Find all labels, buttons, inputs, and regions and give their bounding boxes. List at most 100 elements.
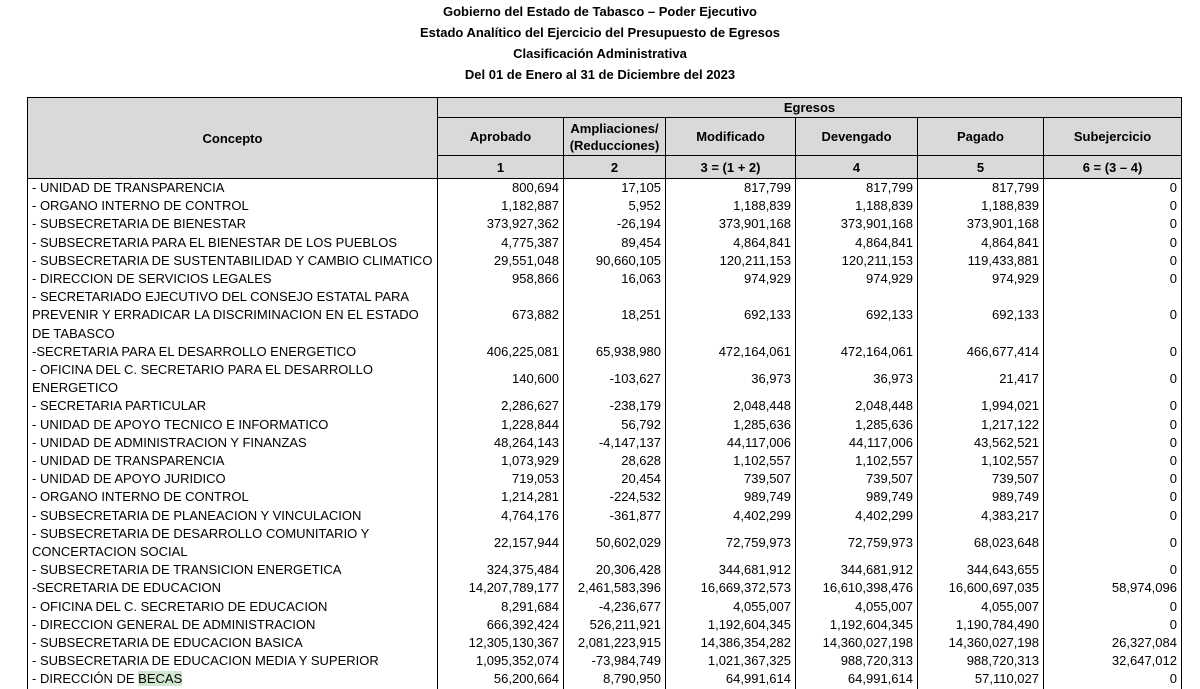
cell-value-col-2: -224,532 [563, 488, 666, 507]
cell-value-col-1: 14,207,789,177 [437, 579, 564, 598]
cell-value-col-6: 0 [1043, 342, 1182, 362]
table-row: - DIRECCION GENERAL DE ADMINISTRACION 666… [27, 615, 1182, 635]
cell-value-col-3: 36,973 [665, 361, 796, 398]
table-row: - SUBSECRETARIA PARA EL BIENESTAR DE LOS… [27, 233, 1182, 252]
highlighted-word: BECAS [138, 671, 183, 687]
cell-value-col-3: 472,164,061 [665, 342, 796, 362]
cell-concepto: - SUBSECRETARIA DE EDUCACION MEDIA Y SUP… [27, 652, 438, 671]
cell-value-col-6: 0 [1043, 433, 1182, 453]
cell-value-col-2: -4,147,137 [563, 433, 666, 453]
cell-value-col-3: 739,507 [665, 470, 796, 489]
cell-value-col-6: 0 [1043, 270, 1182, 289]
cell-value-col-4: 1,188,839 [795, 197, 918, 216]
header-aprobado: Aprobado [437, 117, 564, 156]
cell-value-col-2: -4,236,677 [563, 597, 666, 616]
cell-value-col-5: 43,562,521 [917, 433, 1044, 453]
cell-value-col-4: 16,610,398,476 [795, 579, 918, 598]
cell-value-col-3: 974,929 [665, 270, 796, 289]
cell-value-col-1: 48,264,143 [437, 433, 564, 453]
cell-value-col-1: 22,157,944 [437, 524, 564, 562]
cell-value-col-4: 36,973 [795, 361, 918, 398]
cell-value-col-5: 4,383,217 [917, 506, 1044, 525]
cell-value-col-4: 120,211,153 [795, 251, 918, 271]
cell-value-col-6: 0 [1043, 615, 1182, 635]
cell-value-col-5: 14,360,027,198 [917, 634, 1044, 653]
cell-value-col-5: 692,133 [917, 288, 1044, 343]
cell-value-col-6: 0 [1043, 452, 1182, 471]
header-num-1: 1 [437, 155, 564, 179]
cell-value-col-5: 1,188,839 [917, 197, 1044, 216]
report-titles: Gobierno del Estado de Tabasco – Poder E… [0, 0, 1200, 85]
cell-value-col-4: 817,799 [795, 178, 918, 198]
cell-value-col-6: 0 [1043, 415, 1182, 434]
cell-value-col-1: 673,882 [437, 288, 564, 343]
cell-concepto: -SECRETARIA DE EDUCACION [27, 579, 438, 598]
cell-value-col-1: 1,073,929 [437, 452, 564, 471]
cell-concepto: - SUBSECRETARIA DE BIENESTAR [27, 215, 438, 234]
cell-value-col-6: 0 [1043, 506, 1182, 525]
cell-value-col-4: 4,055,007 [795, 597, 918, 616]
table-row: - OFICINA DEL C. SECRETARIO PARA EL DESA… [27, 361, 1182, 398]
cell-value-col-5: 466,677,414 [917, 342, 1044, 362]
cell-value-col-5: 1,217,122 [917, 415, 1044, 434]
cell-value-col-4: 44,117,006 [795, 433, 918, 453]
cell-value-col-6: 0 [1043, 488, 1182, 507]
cell-value-col-4: 739,507 [795, 470, 918, 489]
cell-value-col-1: 958,866 [437, 270, 564, 289]
cell-value-col-2: -361,877 [563, 506, 666, 525]
table-row: - SUBSECRETARIA DE PLANEACION Y VINCULAC… [27, 506, 1182, 525]
table-row: - SUBSECRETARIA DE EDUCACION BASICA 12,30… [27, 634, 1182, 653]
cell-concepto: - SUBSECRETARIA PARA EL BIENESTAR DE LOS… [27, 233, 438, 252]
cell-value-col-3: 72,759,973 [665, 524, 796, 562]
cell-value-col-6: 0 [1043, 524, 1182, 562]
budget-table: Concepto Egresos Aprobado Ampliaciones/ … [27, 97, 1182, 689]
table-row: - UNIDAD DE TRANSPARENCIA 1,073,929 28,628… [27, 452, 1182, 471]
cell-value-col-1: 8,291,684 [437, 597, 564, 616]
report-title-4: Del 01 de Enero al 31 de Diciembre del 2… [464, 67, 736, 82]
report-title-3: Clasificación Administrativa [513, 46, 687, 61]
cell-concepto: - OFICINA DEL C. SECRETARIO PARA EL DESA… [27, 361, 438, 398]
cell-value-col-5: 989,749 [917, 488, 1044, 507]
cell-value-col-3: 989,749 [665, 488, 796, 507]
cell-value-col-5: 1,190,784,490 [917, 615, 1044, 635]
cell-concepto: - ORGANO INTERNO DE CONTROL [27, 197, 438, 216]
cell-value-col-1: 666,392,424 [437, 615, 564, 635]
cell-value-col-6: 0 [1043, 361, 1182, 398]
cell-value-col-3: 692,133 [665, 288, 796, 343]
cell-value-col-6: 0 [1043, 233, 1182, 252]
cell-value-col-6: 0 [1043, 670, 1182, 689]
cell-value-col-1: 29,551,048 [437, 251, 564, 271]
cell-value-col-3: 64,991,614 [665, 670, 796, 689]
cell-value-col-3: 16,669,372,573 [665, 579, 796, 598]
cell-value-col-1: 324,375,484 [437, 561, 564, 580]
cell-value-col-4: 64,991,614 [795, 670, 918, 689]
cell-value-col-1: 1,228,844 [437, 415, 564, 434]
cell-value-col-2: -103,627 [563, 361, 666, 398]
cell-value-col-2: 28,628 [563, 452, 666, 471]
cell-value-col-6: 0 [1043, 470, 1182, 489]
cell-concepto: - UNIDAD DE ADMINISTRACION Y FINANZAS [27, 433, 438, 453]
cell-value-col-4: 14,360,027,198 [795, 634, 918, 653]
cell-concepto: - UNIDAD DE TRANSPARENCIA [27, 178, 438, 198]
cell-value-col-2: 56,792 [563, 415, 666, 434]
cell-value-col-5: 1,994,021 [917, 397, 1044, 416]
cell-value-col-3: 4,402,299 [665, 506, 796, 525]
cell-value-col-4: 1,102,557 [795, 452, 918, 471]
cell-value-col-6: 0 [1043, 197, 1182, 216]
cell-value-col-3: 1,021,367,325 [665, 652, 796, 671]
cell-value-col-3: 14,386,354,282 [665, 634, 796, 653]
table-body: - UNIDAD DE TRANSPARENCIA 800,694 17,105 81… [27, 178, 1182, 689]
cell-concepto: - SUBSECRETARIA DE DESARROLLO COMUNITARI… [27, 524, 438, 562]
table-row: - SUBSECRETARIA DE EDUCACION MEDIA Y SUP… [27, 652, 1182, 671]
cell-value-col-1: 373,927,362 [437, 215, 564, 234]
header-concepto: Concepto [27, 97, 438, 179]
cell-value-col-5: 1,102,557 [917, 452, 1044, 471]
cell-value-col-1: 12,305,130,367 [437, 634, 564, 653]
cell-value-col-2: 20,454 [563, 470, 666, 489]
table-row: - SUBSECRETARIA DE BIENESTAR 373,927,362-… [27, 215, 1182, 234]
cell-value-col-1: 1,182,887 [437, 197, 564, 216]
cell-value-col-3: 1,188,839 [665, 197, 796, 216]
cell-value-col-4: 1,192,604,345 [795, 615, 918, 635]
cell-value-col-6: 0 [1043, 397, 1182, 416]
cell-value-col-4: 1,285,636 [795, 415, 918, 434]
